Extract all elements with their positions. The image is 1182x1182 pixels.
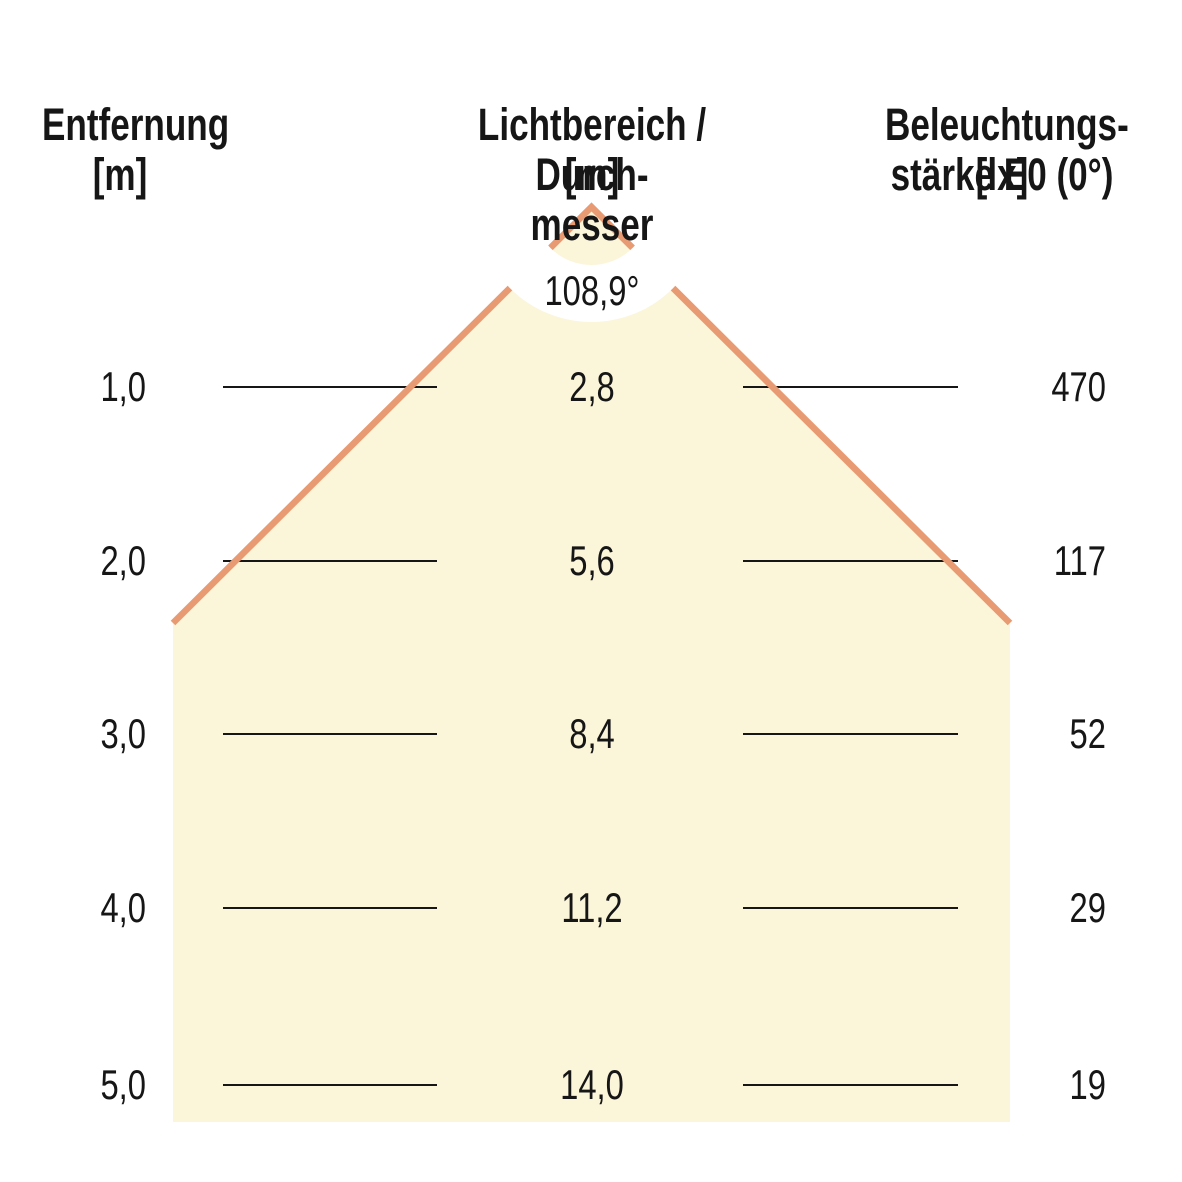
beam-angle-band <box>476 92 707 322</box>
light-cone-edges <box>170 202 1013 626</box>
distance-value: 4,0 <box>100 884 146 931</box>
illuminance-value: 117 <box>1053 537 1106 584</box>
illuminance-value: 470 <box>1051 363 1106 410</box>
diameter-value: 5,6 <box>569 537 615 584</box>
distance-value: 5,0 <box>100 1061 146 1108</box>
column-header-illuminance: Beleuchtungs- stärke E0 (0°) [lx] <box>852 50 1152 300</box>
diameter-value: 2,8 <box>569 363 615 410</box>
row-reference-lines <box>223 386 958 1086</box>
column-header-diameter: Lichtbereich / Durch- messer [m] <box>412 50 772 350</box>
light-cone-fill <box>173 207 1010 1122</box>
column-title: Lichtbereich / Durch- messer <box>477 99 707 250</box>
column-title: Beleuchtungs- stärke E0 (0°) <box>885 99 1129 200</box>
beam-angle-label: 108,9° <box>544 267 640 314</box>
diameter-value: 14,0 <box>560 1061 624 1108</box>
illuminance-value: 52 <box>1069 710 1106 757</box>
distance-value: 2,0 <box>100 537 146 584</box>
column-header-distance: Entfernung [m] <box>20 50 230 250</box>
diameter-value: 11,2 <box>561 884 623 931</box>
column-unit: [m] <box>564 149 620 200</box>
distance-value: 1,0 <box>100 363 146 410</box>
distance-value: 3,0 <box>100 710 146 757</box>
illuminance-value: 19 <box>1069 1061 1106 1108</box>
illuminance-value: 29 <box>1069 884 1106 931</box>
column-unit: [m] <box>92 149 148 200</box>
diameter-value: 8,4 <box>569 710 615 757</box>
column-title: Entfernung <box>42 99 230 150</box>
column-unit: [lx] <box>975 149 1029 200</box>
